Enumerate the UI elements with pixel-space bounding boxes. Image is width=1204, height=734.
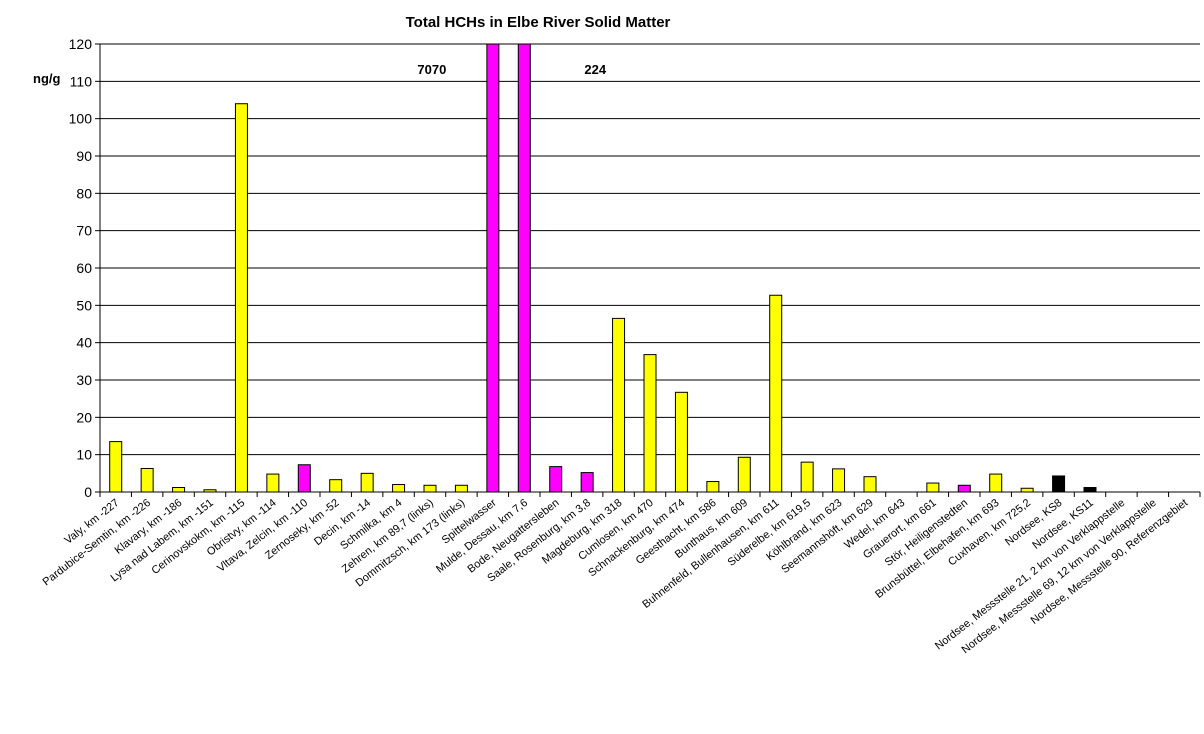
y-tick-label: 80 <box>76 185 92 201</box>
value-annotation: 7070 <box>417 62 446 77</box>
bar <box>926 482 940 493</box>
bar <box>109 441 123 493</box>
gridlines <box>100 43 1200 456</box>
y-tick-label: 30 <box>76 372 92 388</box>
bar <box>706 481 720 493</box>
bar <box>612 317 626 493</box>
bar <box>234 103 248 493</box>
bar <box>957 484 971 493</box>
y-tick-label: 10 <box>76 447 92 463</box>
bar <box>800 461 814 493</box>
y-axis-unit-label: ng/g <box>33 71 60 86</box>
annotations: 7070 224 <box>417 62 606 77</box>
y-tick-label: 90 <box>76 148 92 164</box>
y-tick-label: 0 <box>84 484 92 500</box>
y-tick-label: 100 <box>69 111 93 127</box>
bar <box>989 473 1003 493</box>
y-tick-label: 50 <box>76 297 92 313</box>
bar <box>423 484 437 493</box>
bar <box>297 464 311 493</box>
axes <box>99 44 1200 493</box>
bar <box>140 467 154 493</box>
y-tick-label: 120 <box>69 36 93 52</box>
bar <box>832 468 846 493</box>
y-tick-label: 60 <box>76 260 92 276</box>
bar <box>1020 487 1034 493</box>
bar <box>392 484 406 493</box>
bar <box>329 479 343 493</box>
bar <box>517 43 531 493</box>
bar <box>360 472 374 493</box>
bar <box>643 354 657 493</box>
bar <box>580 472 594 493</box>
bar <box>863 476 877 493</box>
bar <box>1052 475 1066 493</box>
bar <box>737 456 751 493</box>
bar <box>549 466 563 493</box>
value-annotation: 224 <box>584 62 606 77</box>
bar <box>769 294 783 493</box>
y-tick-label: 40 <box>76 335 92 351</box>
y-tick-label: 20 <box>76 409 92 425</box>
y-tick-label: 110 <box>70 73 93 89</box>
bar <box>172 487 186 493</box>
y-tick-label: 70 <box>76 223 92 239</box>
bar <box>674 391 688 493</box>
bar <box>266 473 280 493</box>
chart-title: Total HCHs in Elbe River Solid Matter <box>406 14 671 31</box>
bar <box>1083 487 1097 493</box>
bar <box>486 43 500 493</box>
y-axis-ticks: 0 10 20 30 40 50 60 70 80 90 100 110 120 <box>69 36 100 500</box>
bar <box>454 484 468 493</box>
